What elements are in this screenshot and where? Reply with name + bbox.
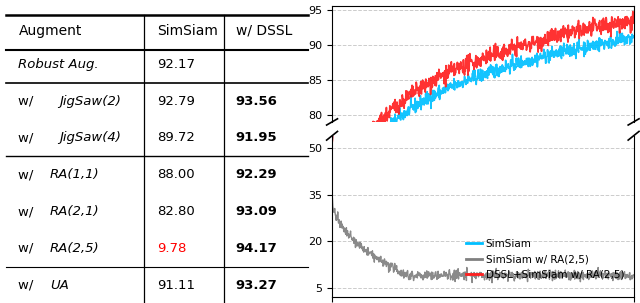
Text: Robust Aug.: Robust Aug. — [19, 58, 99, 71]
Text: w/: w/ — [19, 95, 38, 108]
Text: RA(2,1): RA(2,1) — [50, 205, 100, 218]
Text: w/: w/ — [19, 168, 38, 181]
Text: 9.78: 9.78 — [157, 242, 186, 255]
Text: 94.17: 94.17 — [236, 242, 277, 255]
Text: 91.11: 91.11 — [157, 279, 195, 292]
Legend: SimSiam, SimSiam w/ RA(2,5), DSSL+SimSiam w/ RA(2,5): SimSiam, SimSiam w/ RA(2,5), DSSL+SimSia… — [462, 235, 628, 284]
Text: 93.56: 93.56 — [236, 95, 278, 108]
Text: w/ DSSL: w/ DSSL — [236, 24, 292, 38]
Text: Augment: Augment — [19, 24, 82, 38]
Text: 91.95: 91.95 — [236, 132, 277, 145]
Text: JigSaw(2): JigSaw(2) — [59, 95, 121, 108]
Text: 88.00: 88.00 — [157, 168, 195, 181]
Text: 92.17: 92.17 — [157, 58, 195, 71]
Text: w/: w/ — [19, 132, 38, 145]
Text: 82.80: 82.80 — [157, 205, 195, 218]
Text: 89.72: 89.72 — [157, 132, 195, 145]
Text: w/: w/ — [19, 279, 38, 292]
Text: 93.27: 93.27 — [236, 279, 277, 292]
Text: UA: UA — [50, 279, 69, 292]
Text: w/: w/ — [19, 205, 38, 218]
Text: 92.79: 92.79 — [157, 95, 195, 108]
Text: JigSaw(4): JigSaw(4) — [59, 132, 121, 145]
Text: RA(1,1): RA(1,1) — [50, 168, 100, 181]
Text: RA(2,5): RA(2,5) — [50, 242, 100, 255]
Text: w/: w/ — [19, 242, 38, 255]
Text: 93.09: 93.09 — [236, 205, 278, 218]
Text: 92.29: 92.29 — [236, 168, 277, 181]
Text: SimSiam: SimSiam — [157, 24, 218, 38]
